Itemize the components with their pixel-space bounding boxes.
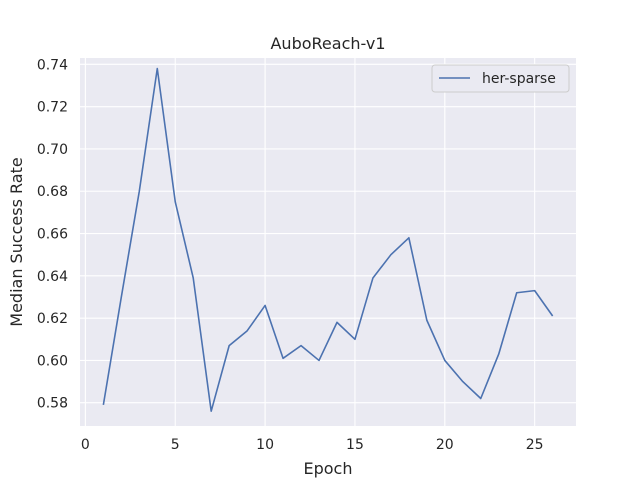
x-tick-label: 25	[526, 437, 544, 453]
y-tick-label: 0.72	[37, 100, 68, 116]
plot-background	[80, 58, 576, 426]
y-tick-label: 0.58	[37, 396, 68, 412]
legend-box	[431, 64, 570, 93]
grid-lines	[80, 58, 576, 426]
y-tick-labels: 0.58 0.60 0.62 0.64 0.66 0.68 0.70 0.72 0.74	[37, 57, 68, 411]
x-tick-label: 10	[256, 437, 274, 453]
x-tick-label: 15	[346, 437, 364, 453]
series-group	[102, 67, 554, 413]
y-tick-label: 0.60	[37, 353, 68, 369]
y-tick-label: 0.66	[37, 227, 68, 243]
legend-label: her-sparse	[482, 71, 556, 87]
y-tick-label: 0.68	[37, 184, 68, 200]
chart-title: AuboReach-v1	[270, 34, 385, 53]
x-tick-label: 0	[81, 437, 90, 453]
y-tick-label: 0.74	[37, 57, 68, 73]
x-tick-labels: 0 5 10 15 20 25	[81, 437, 544, 453]
y-tick-label: 0.62	[37, 311, 68, 327]
x-axis-label: Epoch	[304, 459, 353, 478]
x-tick-label: 5	[171, 437, 180, 453]
y-tick-label: 0.64	[37, 269, 68, 285]
x-tick-label: 20	[436, 437, 454, 453]
y-tick-label: 0.70	[37, 142, 68, 158]
y-axis-label: Median Success Rate	[7, 157, 26, 326]
series-line-her-sparse	[102, 67, 554, 413]
legend: her-sparse	[431, 64, 570, 93]
